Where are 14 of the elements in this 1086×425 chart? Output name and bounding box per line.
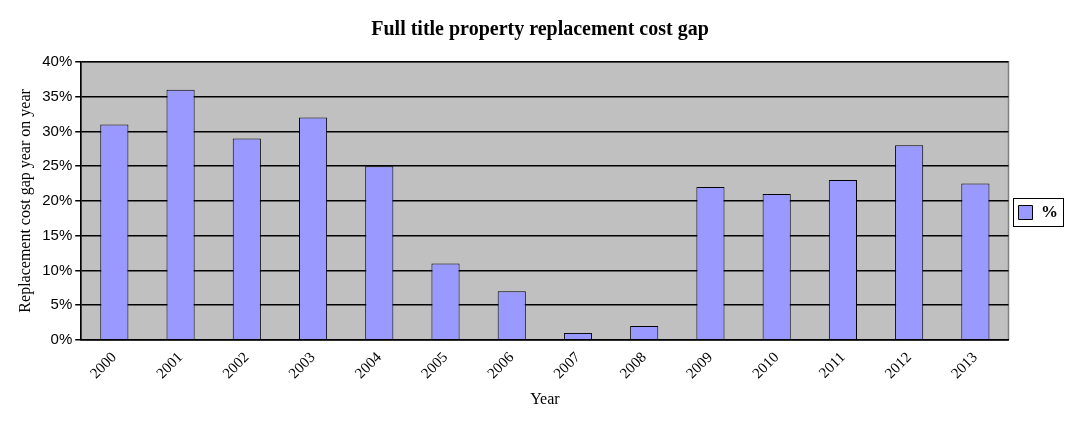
y-tick-label: 25% (42, 156, 73, 174)
y-tick-label: 20% (42, 191, 73, 209)
y-tick-label: 5% (50, 295, 73, 313)
y-axis-title: Replacement cost gap year on year (15, 88, 34, 313)
y-tick-label: 35% (42, 86, 73, 104)
y-tick-label: 0% (50, 330, 73, 347)
x-axis-title: Year (530, 389, 561, 407)
y-tick-label: 30% (42, 121, 73, 139)
legend-label: % (1041, 201, 1058, 221)
y-tick-label: 15% (42, 225, 73, 243)
chart-title: Full title property replacement cost gap (371, 17, 709, 41)
y-tick-label: 40% (42, 52, 73, 70)
x-tick-label: 2011 (815, 348, 848, 381)
y-tick-label: 10% (42, 260, 73, 278)
